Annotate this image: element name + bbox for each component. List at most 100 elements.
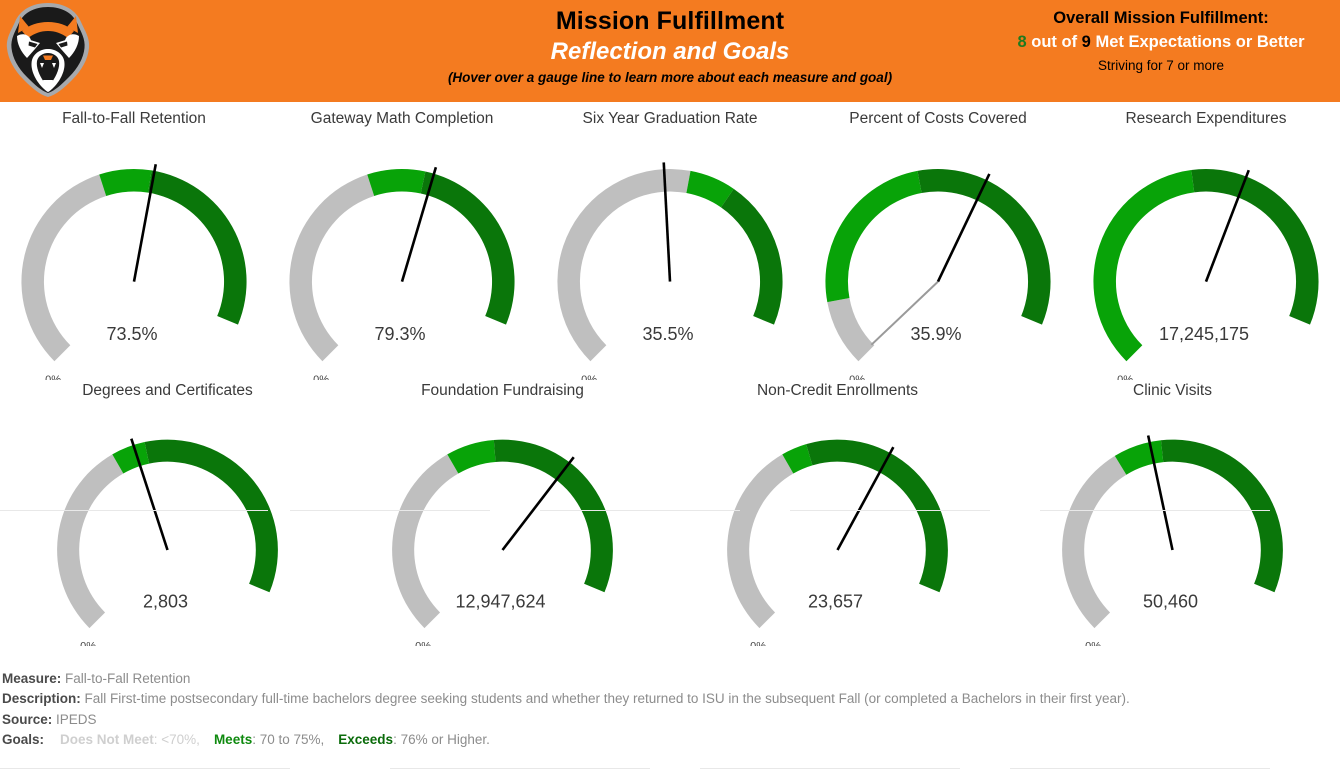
gauge-needle[interactable] [836,446,895,551]
gauge-chart-foundation-fundraising[interactable]: 0% 12,947,624 [335,406,670,646]
gauge-track-does-not-meet [1062,455,1127,629]
gauge-band-meets [782,444,813,474]
gauge-band-meets [367,169,426,196]
gauge-title-research-expenditures: Research Expenditures [1125,110,1287,127]
gauge-band-exceeds [806,439,948,593]
gauge-zero-label: 0% [1085,641,1101,646]
gauge-cell-non-credit-enrollments[interactable]: Non-Credit Enrollments 0% 23,657 [670,374,1005,646]
overall-fulfillment-score: 8 out of 9 Met Expectations or Better [996,32,1326,53]
gauge-row-2: Degrees and Certificates 0% 2,803 Foundatio… [0,374,1340,646]
gauge-board: Fall-to-Fall Retention 0% 73.5% Gateway Mat… [0,102,1340,769]
footer-source-line: Source: IPEDS [2,710,1340,731]
gauge-needle[interactable] [132,164,158,282]
footer-exceeds-key: Exceeds [338,732,394,748]
footer-description-line: Description: Fall First-time postseconda… [2,689,1340,710]
gauge-cell-six-year-graduation-rate[interactable]: Six Year Graduation Rate 0% 35.5% [536,102,804,380]
row-divider [540,510,740,511]
gauge-cell-gateway-math-completion[interactable]: Gateway Math Completion 0% 79.3% [268,102,536,380]
gauge-value-label: 35.9% [910,324,961,344]
gauge-row-1: Fall-to-Fall Retention 0% 73.5% Gateway Mat… [0,102,1340,380]
gauge-chart-gateway-math-completion[interactable]: 0% 79.3% [268,134,536,380]
striving-goal-text: Striving for 7 or more [1097,58,1225,74]
gauge-needle[interactable] [130,438,169,551]
overall-total-count: 9 [1081,33,1091,52]
gauge-needle[interactable] [662,162,672,282]
footer-description-key: Description: [2,691,81,707]
footer-measure-key: Measure: [2,670,62,686]
dashboard-header: Mission Fulfillment Reflection and Goals… [0,0,1340,102]
footer-source-key: Source: [2,711,53,727]
footer-meets-value: : 70 to 75%, [252,732,325,748]
footer-source-value: IPEDS [56,711,97,727]
gauge-track-does-not-meet [827,298,875,362]
gauge-chart-non-credit-enrollments[interactable]: 0% 23,657 [670,406,1005,646]
footer-goals-line: Goals: Does Not Meet: <70%, Meets: 70 to 7… [2,730,1340,751]
gauge-track-does-not-meet [21,174,107,362]
gauge-band-exceeds [493,439,613,593]
gauge-needle[interactable] [936,173,991,283]
row-divider [1040,510,1270,511]
gauge-needle[interactable] [1146,435,1174,551]
gauge-cell-foundation-fundraising[interactable]: Foundation Fundraising 0% 12,947,624 [335,374,670,646]
gauge-needle-secondary[interactable] [870,280,939,346]
gauge-title-clinic-visits: Clinic Visits [1133,382,1212,399]
gauge-band-meets [686,170,734,208]
footer-exceeds-value: : 76% or Higher. [393,732,490,748]
overall-fulfillment-summary: Overall Mission Fulfillment: 8 out of 9 … [996,8,1326,74]
gauge-chart-six-year-graduation-rate[interactable]: 0% 35.5% [536,134,804,380]
gauge-track-does-not-meet [557,169,691,362]
gauge-value-label: 12,947,624 [455,591,545,611]
gauge-track-does-not-meet [392,454,459,629]
footer-measure-value: Fall-to-Fall Retention [65,670,191,686]
gauge-band-exceeds [148,170,247,325]
overall-fulfillment-label: Overall Mission Fulfillment: [1053,9,1269,27]
gauge-value-label: 2,803 [143,591,188,611]
gauge-band-exceeds [1191,169,1319,325]
footer-description-value: Fall First-time postsecondary full-time … [84,691,1130,707]
footer-measure-line: Measure: Fall-to-Fall Retention [2,669,1340,690]
gauge-zero-label: 0% [581,374,597,380]
gauge-cell-degrees-and-certificates[interactable]: Degrees and Certificates 0% 2,803 [0,374,335,646]
gauge-chart-percent-of-costs-covered[interactable]: 0% 35.9% [804,134,1072,380]
gauge-title-percent-of-costs-covered: Percent of Costs Covered [849,110,1027,127]
gauge-title-gateway-math-completion: Gateway Math Completion [310,110,494,127]
measure-detail-footer: Measure: Fall-to-Fall Retention Descript… [0,669,1340,759]
gauge-cell-clinic-visits[interactable]: Clinic Visits0%50,460 [1005,374,1340,646]
gauge-band-meets [99,169,152,196]
gauge-chart-research-expenditures[interactable]: 0% 17,245,175 [1072,134,1340,380]
gauge-zero-label: 0% [80,641,96,646]
gauge-track-does-not-meet [289,174,375,362]
footer-does-not-meet-key: Does Not Meet [60,732,154,748]
gauge-zero-label: 0% [1117,374,1133,380]
gauge-needle[interactable] [1204,169,1250,283]
gauge-title-fall-to-fall-retention: Fall-to-Fall Retention [62,110,206,127]
footer-does-not-meet-value: : <70%, [153,732,200,748]
gauge-band-exceeds [1160,439,1283,593]
gauge-band-exceeds [917,169,1051,325]
gauge-cell-fall-to-fall-retention[interactable]: Fall-to-Fall Retention 0% 73.5% [0,102,268,380]
row-divider [290,510,490,511]
gauge-value-label: 23,657 [808,591,863,611]
gauge-title-foundation-fundraising: Foundation Fundraising [421,382,584,399]
gauge-value-label: 35.5% [642,324,693,344]
gauge-value-label: 50,460 [1143,591,1198,611]
gauge-needle[interactable] [501,456,575,551]
row-divider [0,510,268,511]
overall-outof-text: out of [1031,33,1078,52]
gauge-chart-degrees-and-certificates[interactable]: 0% 2,803 [0,406,335,646]
gauge-band-exceeds [721,188,783,325]
gauge-cell-research-expenditures[interactable]: Research Expenditures 0% 17,245,175 [1072,102,1340,380]
gauge-band-exceeds [420,171,515,325]
gauge-chart-fall-to-fall-retention[interactable]: 0% 73.5% [0,134,268,380]
overall-suffix-text: Met Expectations or Better [1095,33,1305,52]
gauge-track-does-not-meet [727,454,794,629]
gauge-needle[interactable] [400,166,438,282]
gauge-title-six-year-graduation-rate: Six Year Graduation Rate [582,110,758,127]
gauge-zero-label: 0% [750,641,766,646]
gauge-band-meets [825,170,922,303]
footer-meets-key: Meets [213,732,253,748]
gauge-title-degrees-and-certificates: Degrees and Certificates [82,382,253,399]
gauge-band-meets [447,439,496,474]
gauge-cell-percent-of-costs-covered[interactable]: Percent of Costs Covered 0% 35.9% [804,102,1072,380]
gauge-chart-clinic-visits[interactable]: 0% 50,460 [1005,406,1340,646]
